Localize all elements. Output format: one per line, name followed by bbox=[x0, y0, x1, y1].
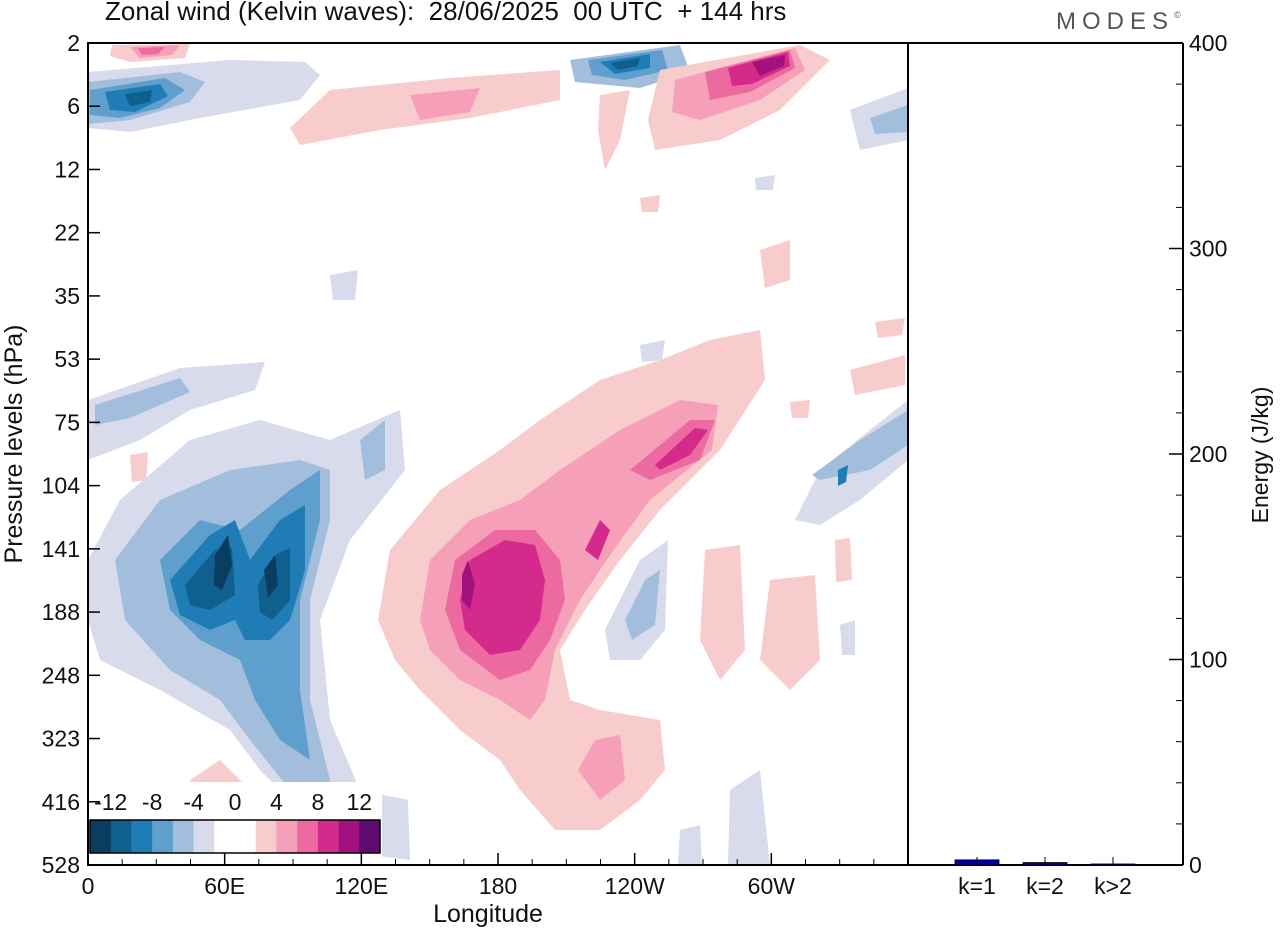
energy-tick-label: 200 bbox=[1189, 441, 1227, 467]
colorbar-swatch bbox=[172, 820, 195, 853]
colorbar-swatch bbox=[193, 820, 215, 853]
lower-positive-region bbox=[130, 330, 852, 865]
bar-category-label: k>2 bbox=[1094, 873, 1132, 899]
y-tick-label: 141 bbox=[42, 536, 80, 562]
colorbar-label: 0 bbox=[229, 789, 242, 815]
y-tick-label: 416 bbox=[42, 789, 80, 815]
copyright-mark: © bbox=[1174, 10, 1181, 20]
y-tick-label: 75 bbox=[54, 409, 80, 435]
colorbar-label: -4 bbox=[183, 789, 204, 815]
upper-positive-region bbox=[110, 44, 830, 170]
energy-axis-label: Energy (J/kg) bbox=[1247, 387, 1273, 524]
heatmap-axes: 0 60E 120E 180 120W 60W Longitude 2 6 12 22 35 53 75 1… bbox=[0, 30, 909, 928]
chart-title: Zonal wind (Kelvin waves): 28/06/2025 00… bbox=[105, 0, 787, 26]
upper-negative-region bbox=[88, 60, 320, 132]
colorbar-swatch bbox=[317, 820, 340, 853]
y-tick-label: 22 bbox=[54, 220, 80, 246]
lower-negative-region bbox=[88, 362, 855, 865]
colorbar-swatch bbox=[235, 820, 257, 853]
energy-tick-label: 400 bbox=[1189, 30, 1227, 56]
x-tick-label: 60W bbox=[748, 873, 796, 899]
colorbar-swatch bbox=[359, 820, 381, 853]
energy-tick-label: 100 bbox=[1189, 647, 1227, 673]
y-tick-label: 35 bbox=[54, 283, 80, 309]
energy-bar-panel: 0 100 200 300 400 Energy (J/kg) k=1 k=2 k>2 bbox=[908, 30, 1273, 899]
energy-tick-label: 300 bbox=[1189, 236, 1227, 262]
y-tick-label: 188 bbox=[42, 599, 80, 625]
colorbar-label: 12 bbox=[346, 789, 372, 815]
colorbar: -12 -8 -4 0 4 8 12 bbox=[86, 782, 382, 864]
x-tick-label: 120E bbox=[334, 873, 388, 899]
y-tick-label: 323 bbox=[42, 726, 80, 752]
colorbar-swatch bbox=[152, 820, 174, 853]
colorbar-swatch bbox=[131, 820, 153, 853]
y-tick-label: 53 bbox=[54, 346, 80, 372]
y-tick-label: 6 bbox=[67, 93, 80, 119]
colorbar-label: 8 bbox=[311, 789, 324, 815]
brand-logo: MODES© bbox=[1056, 8, 1181, 36]
colorbar-swatch bbox=[214, 820, 236, 853]
y-tick-label: 12 bbox=[54, 156, 80, 182]
colorbar-swatch bbox=[110, 820, 132, 853]
bar-category-label: k=2 bbox=[1026, 873, 1064, 899]
x-axis-label: Longitude bbox=[433, 900, 543, 928]
colorbar-swatch bbox=[255, 820, 277, 853]
brand-name: MODES bbox=[1056, 8, 1175, 35]
colorbar-label: -8 bbox=[142, 789, 162, 815]
x-tick-label: 60E bbox=[204, 873, 245, 899]
y-tick-label: 2 bbox=[67, 30, 80, 56]
energy-tick-label: 0 bbox=[1189, 852, 1202, 878]
heatmap-field bbox=[88, 44, 908, 865]
colorbar-frame bbox=[89, 819, 381, 854]
colorbar-swatch bbox=[297, 820, 319, 853]
colorbar-label: 4 bbox=[270, 789, 283, 815]
right-negative-band bbox=[795, 400, 908, 525]
x-tick-label: 0 bbox=[82, 873, 95, 899]
bar-category-label: k=1 bbox=[958, 873, 996, 899]
y-tick-label: 528 bbox=[42, 852, 80, 878]
colorbar-swatch bbox=[90, 820, 112, 853]
upper-right-negative bbox=[850, 88, 908, 150]
colorbar-swatch bbox=[276, 820, 298, 853]
colorbar-swatch bbox=[338, 820, 360, 853]
x-tick-label: 120W bbox=[605, 873, 665, 899]
x-tick-label: 180 bbox=[479, 873, 517, 899]
y-axis-label: Pressure levels (hPa) bbox=[0, 325, 28, 564]
y-tick-label: 248 bbox=[42, 662, 80, 688]
mid-level-patches bbox=[330, 175, 905, 418]
y-tick-label: 104 bbox=[42, 473, 81, 499]
